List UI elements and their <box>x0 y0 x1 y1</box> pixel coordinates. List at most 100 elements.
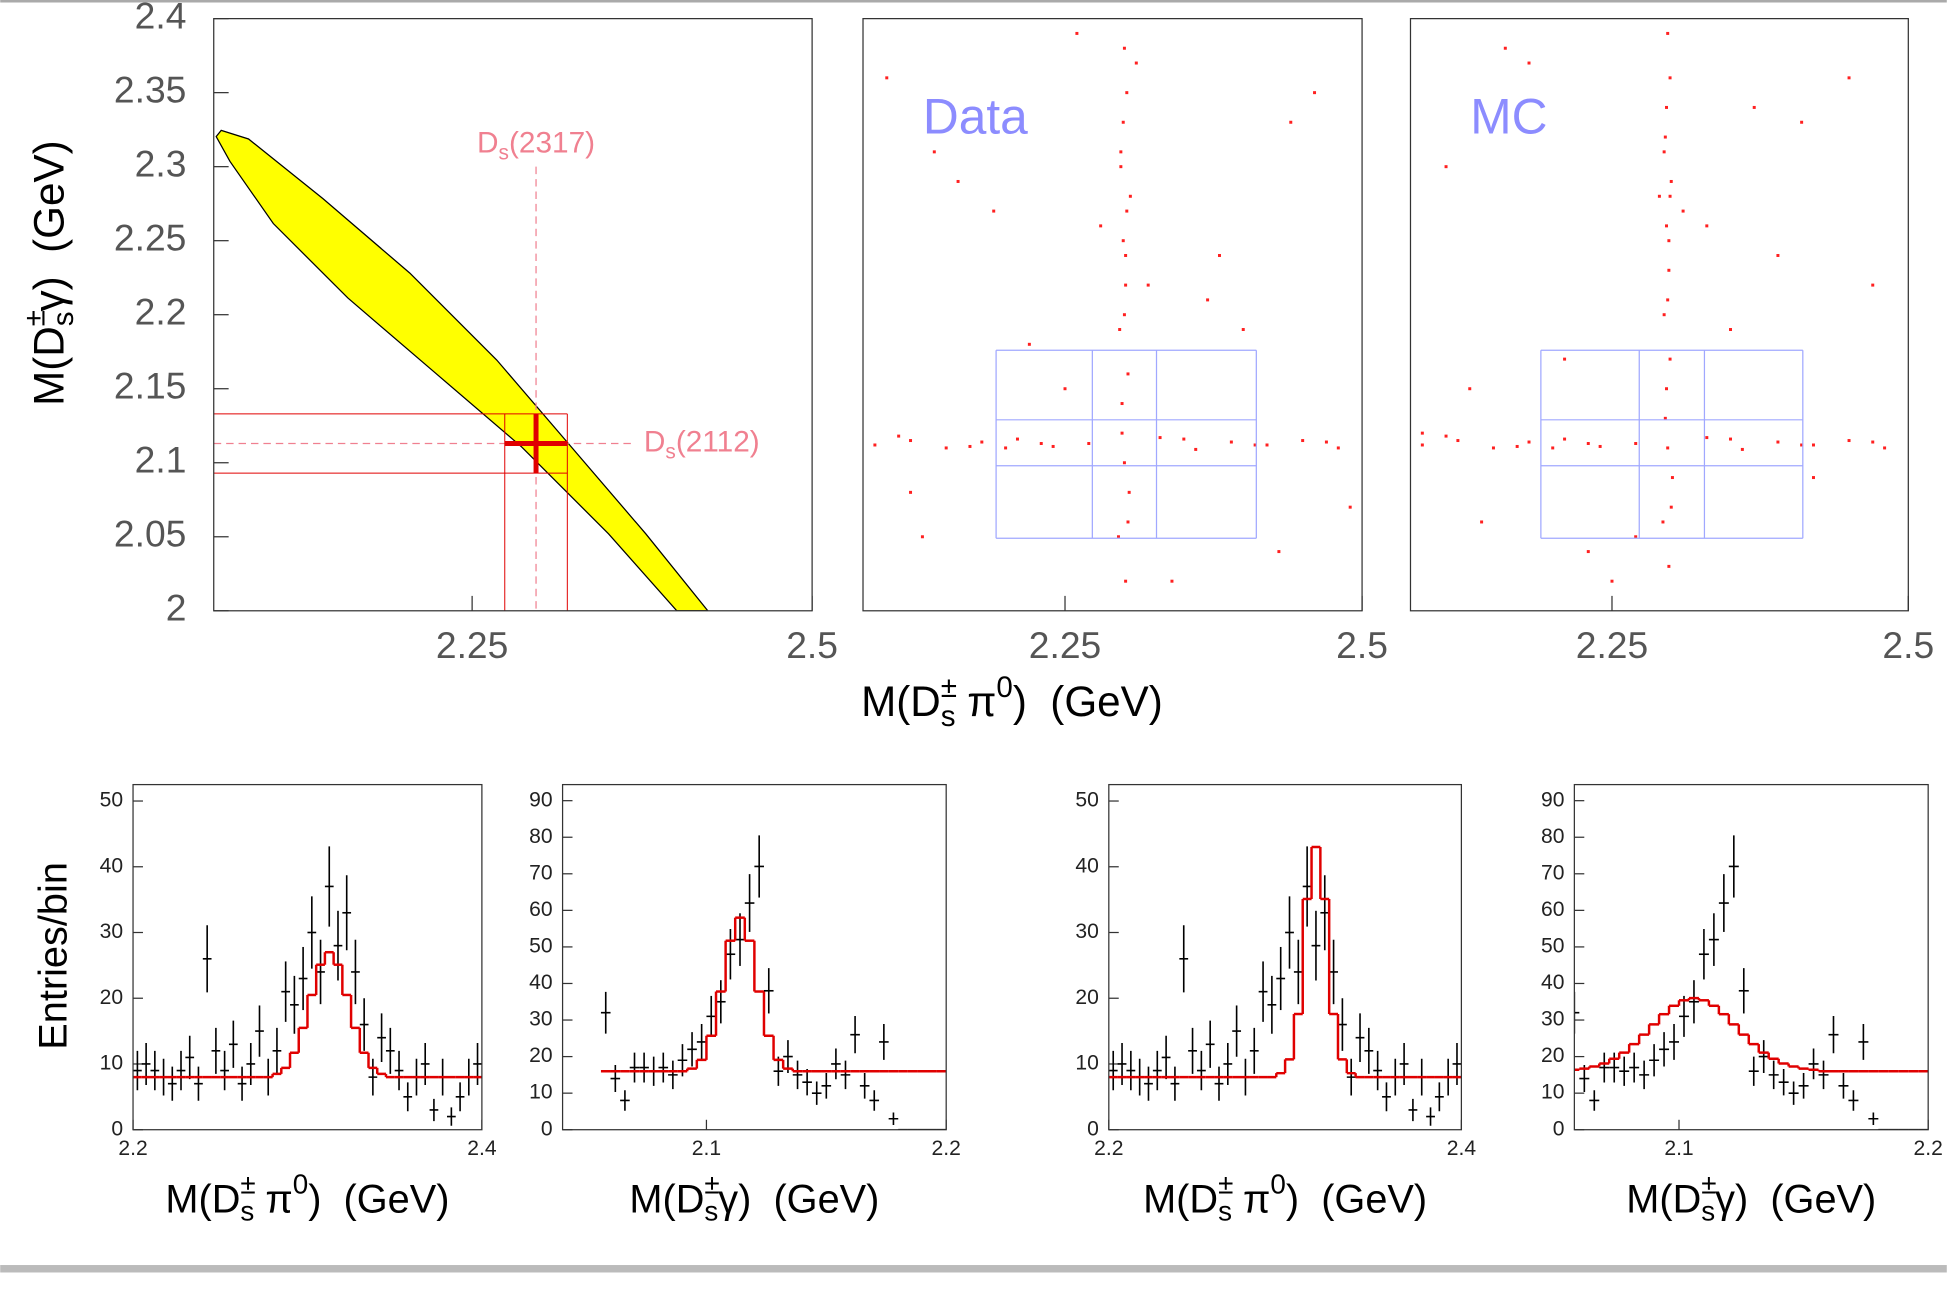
scatter-point <box>1527 61 1531 65</box>
x-tick-label: 2.25 <box>1029 624 1101 666</box>
label-part: 0 <box>293 1169 308 1200</box>
label-part: π <box>956 678 997 725</box>
scatter-point <box>1871 440 1875 444</box>
panel-label: MC <box>1470 89 1547 145</box>
axis-label: M(D±sγ) (GeV) <box>1626 1169 1876 1227</box>
scatter-point <box>1124 283 1128 287</box>
y-tick-label: 90 <box>1541 788 1564 811</box>
plot-frame <box>561 783 947 1131</box>
y-tick-label: 20 <box>1075 986 1098 1009</box>
y-tick-label: 20 <box>529 1044 552 1067</box>
scatter-point <box>1420 443 1424 447</box>
label-part: s <box>47 311 80 326</box>
scatter-point <box>1586 550 1590 554</box>
scatter-point <box>1120 402 1124 406</box>
y-axis-label: Entries/bin <box>32 862 76 1050</box>
scatter-point <box>1456 439 1460 443</box>
axis-label: Ds(2317) <box>477 126 595 164</box>
scatter-point <box>1122 313 1126 317</box>
y-tick-label: 70 <box>1541 861 1564 884</box>
scatter-point <box>1324 440 1328 444</box>
axis-label: M(D±sγ) (GeV) <box>18 140 80 406</box>
plot-area <box>600 835 947 1130</box>
y-tick-label: 60 <box>1541 898 1564 921</box>
scatter-point <box>1444 434 1448 438</box>
scatter-point <box>909 490 913 494</box>
label-part: (2317) <box>509 126 595 159</box>
scatter-point <box>1127 490 1131 494</box>
x-tick-label: 2.5 <box>786 624 838 666</box>
scatter-point <box>980 440 984 444</box>
label-part: s <box>1218 1196 1232 1227</box>
scatter-point <box>1586 442 1590 445</box>
scatter-point <box>1480 520 1484 524</box>
scatter-point <box>1776 440 1780 444</box>
scatter-point <box>1134 61 1138 65</box>
label-part: ± <box>1701 1169 1716 1200</box>
y-tick-label: 10 <box>1541 1081 1564 1104</box>
y-tick-label: 50 <box>529 934 552 957</box>
scatter-point <box>1206 298 1210 302</box>
y-tick-label: 80 <box>529 825 552 848</box>
y-tick-label: 10 <box>100 1052 123 1075</box>
scatter-point <box>1752 105 1756 109</box>
y-tick-label: 2.2 <box>135 291 187 333</box>
scatter-point <box>1120 431 1124 435</box>
label-part: M(D <box>1626 1177 1701 1221</box>
scatter-point <box>1663 416 1667 420</box>
scatter-point <box>909 439 913 443</box>
y-tick-label: 30 <box>529 1008 552 1031</box>
y-tick-label: 0 <box>541 1117 553 1140</box>
scatter-point <box>1253 443 1257 447</box>
scatter-point <box>1662 313 1666 317</box>
allowed-region <box>215 129 709 611</box>
scatter-point <box>1666 446 1670 450</box>
x-tick-label: 2.2 <box>932 1137 961 1160</box>
scatter-point <box>1668 357 1672 361</box>
scatter-point <box>1847 439 1851 443</box>
scatter-point <box>1667 239 1671 243</box>
y-tick-label: 0 <box>1087 1117 1099 1140</box>
scatter-point <box>1871 283 1875 287</box>
scatter-point <box>1811 443 1815 447</box>
scatter-point <box>1027 342 1031 346</box>
scatter-point <box>1158 436 1162 440</box>
y-tick-label: 10 <box>1075 1052 1098 1075</box>
axis-label: Ds(2112) <box>644 425 760 463</box>
scatter-point <box>1118 328 1122 332</box>
scatter-point <box>1598 444 1602 448</box>
y-tick-label: 80 <box>1541 825 1564 848</box>
x-tick-label: 2.1 <box>692 1137 721 1160</box>
y-tick-label: 70 <box>529 861 552 884</box>
scatter-point <box>1301 439 1305 443</box>
scatter-point <box>944 446 948 450</box>
scatter-point <box>956 179 960 183</box>
scatter-point <box>1015 437 1019 441</box>
scatter-point <box>1668 76 1672 80</box>
label-part: γ) (GeV) <box>718 1177 879 1221</box>
scatter-point <box>1099 224 1103 228</box>
plot-area <box>1574 835 1929 1130</box>
scatter-point <box>1170 579 1174 583</box>
bottom-border <box>0 1265 1947 1273</box>
scatter-point <box>1121 239 1125 243</box>
y-tick-label: 2.35 <box>114 68 186 110</box>
scatter-point <box>1883 446 1887 450</box>
scatter-point <box>932 150 936 154</box>
scatter-point <box>1666 31 1670 35</box>
label-part: 0 <box>996 671 1012 704</box>
scatter-point <box>1503 46 1507 50</box>
scatter-point <box>1336 446 1340 450</box>
scatter-point <box>1667 268 1671 272</box>
label-part: M(D <box>25 326 72 406</box>
y-tick-label: 20 <box>1541 1044 1564 1067</box>
scatter-point <box>1665 224 1668 228</box>
plot-area <box>1108 845 1462 1126</box>
scatter-point <box>1491 446 1495 450</box>
y-tick-label: 40 <box>100 854 123 877</box>
label-part: ± <box>240 1169 255 1200</box>
label-part: π <box>254 1177 292 1221</box>
scatter-point <box>1420 431 1424 435</box>
scatter-point <box>1051 444 1055 448</box>
y-tick-label: 2 <box>166 587 187 629</box>
